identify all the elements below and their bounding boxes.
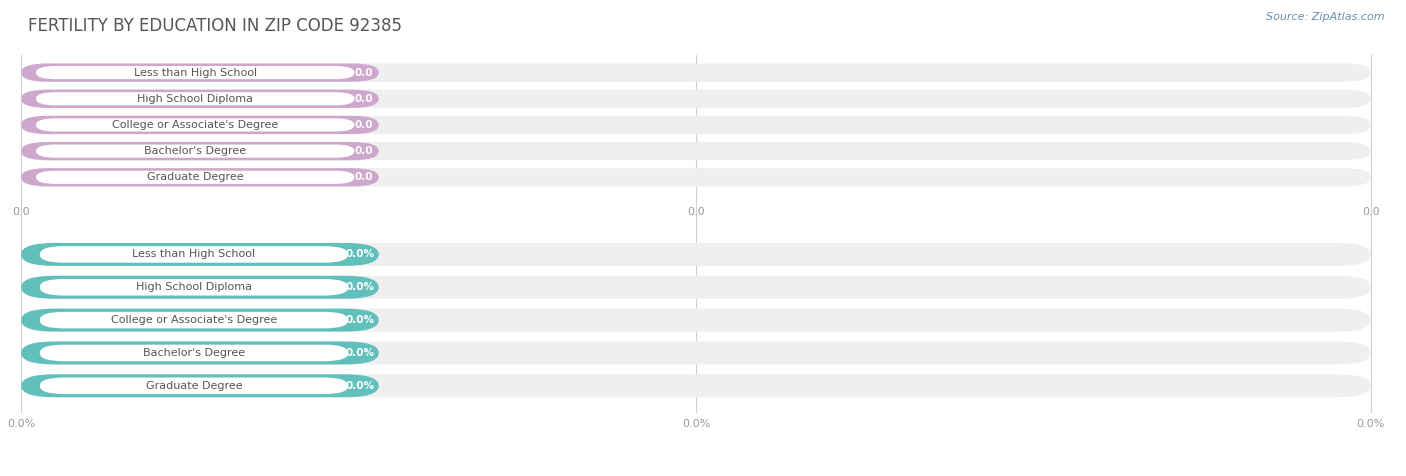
FancyBboxPatch shape bbox=[21, 63, 378, 82]
FancyBboxPatch shape bbox=[21, 142, 1371, 160]
FancyBboxPatch shape bbox=[21, 308, 1371, 332]
Text: 0.0: 0.0 bbox=[13, 207, 30, 217]
Text: 0.0%: 0.0% bbox=[346, 315, 374, 325]
Text: 0.0: 0.0 bbox=[354, 120, 373, 130]
FancyBboxPatch shape bbox=[21, 374, 1371, 397]
Text: Bachelor's Degree: Bachelor's Degree bbox=[143, 348, 245, 358]
FancyBboxPatch shape bbox=[21, 341, 1371, 365]
Text: 0.0: 0.0 bbox=[354, 146, 373, 156]
FancyBboxPatch shape bbox=[21, 63, 1371, 82]
FancyBboxPatch shape bbox=[21, 276, 1371, 299]
FancyBboxPatch shape bbox=[21, 168, 1371, 187]
Text: High School Diploma: High School Diploma bbox=[138, 94, 253, 104]
Text: 0.0%: 0.0% bbox=[346, 249, 374, 259]
FancyBboxPatch shape bbox=[21, 341, 378, 365]
FancyBboxPatch shape bbox=[21, 142, 378, 160]
FancyBboxPatch shape bbox=[39, 279, 349, 296]
FancyBboxPatch shape bbox=[39, 246, 349, 263]
FancyBboxPatch shape bbox=[21, 89, 1371, 108]
Text: College or Associate's Degree: College or Associate's Degree bbox=[112, 120, 278, 130]
FancyBboxPatch shape bbox=[21, 243, 378, 266]
FancyBboxPatch shape bbox=[37, 171, 354, 184]
Text: Graduate Degree: Graduate Degree bbox=[146, 172, 243, 182]
FancyBboxPatch shape bbox=[37, 66, 354, 79]
FancyBboxPatch shape bbox=[37, 145, 354, 158]
Text: 0.0%: 0.0% bbox=[346, 348, 374, 358]
Text: 0.0%: 0.0% bbox=[346, 282, 374, 292]
FancyBboxPatch shape bbox=[21, 276, 378, 299]
FancyBboxPatch shape bbox=[37, 92, 354, 105]
Text: Bachelor's Degree: Bachelor's Degree bbox=[145, 146, 246, 156]
FancyBboxPatch shape bbox=[21, 168, 378, 187]
Text: Graduate Degree: Graduate Degree bbox=[146, 381, 242, 391]
Text: Less than High School: Less than High School bbox=[132, 249, 256, 259]
FancyBboxPatch shape bbox=[21, 308, 378, 332]
Text: 0.0%: 0.0% bbox=[7, 419, 35, 429]
FancyBboxPatch shape bbox=[37, 119, 354, 131]
Text: FERTILITY BY EDUCATION IN ZIP CODE 92385: FERTILITY BY EDUCATION IN ZIP CODE 92385 bbox=[28, 17, 402, 35]
Text: 0.0: 0.0 bbox=[354, 68, 373, 78]
FancyBboxPatch shape bbox=[21, 374, 378, 397]
FancyBboxPatch shape bbox=[21, 243, 1371, 266]
Text: 0.0%: 0.0% bbox=[346, 381, 374, 391]
FancyBboxPatch shape bbox=[21, 89, 378, 108]
Text: 0.0: 0.0 bbox=[688, 207, 704, 217]
FancyBboxPatch shape bbox=[39, 345, 349, 361]
Text: 0.0: 0.0 bbox=[1362, 207, 1379, 217]
Text: 0.0: 0.0 bbox=[354, 172, 373, 182]
Text: Less than High School: Less than High School bbox=[134, 68, 257, 78]
Text: Source: ZipAtlas.com: Source: ZipAtlas.com bbox=[1267, 12, 1385, 22]
Text: 0.0%: 0.0% bbox=[682, 419, 710, 429]
Text: 0.0: 0.0 bbox=[354, 94, 373, 104]
FancyBboxPatch shape bbox=[21, 116, 378, 134]
Text: 0.0%: 0.0% bbox=[1357, 419, 1385, 429]
FancyBboxPatch shape bbox=[39, 377, 349, 394]
FancyBboxPatch shape bbox=[21, 116, 1371, 134]
Text: High School Diploma: High School Diploma bbox=[136, 282, 252, 292]
FancyBboxPatch shape bbox=[39, 312, 349, 328]
Text: College or Associate's Degree: College or Associate's Degree bbox=[111, 315, 277, 325]
